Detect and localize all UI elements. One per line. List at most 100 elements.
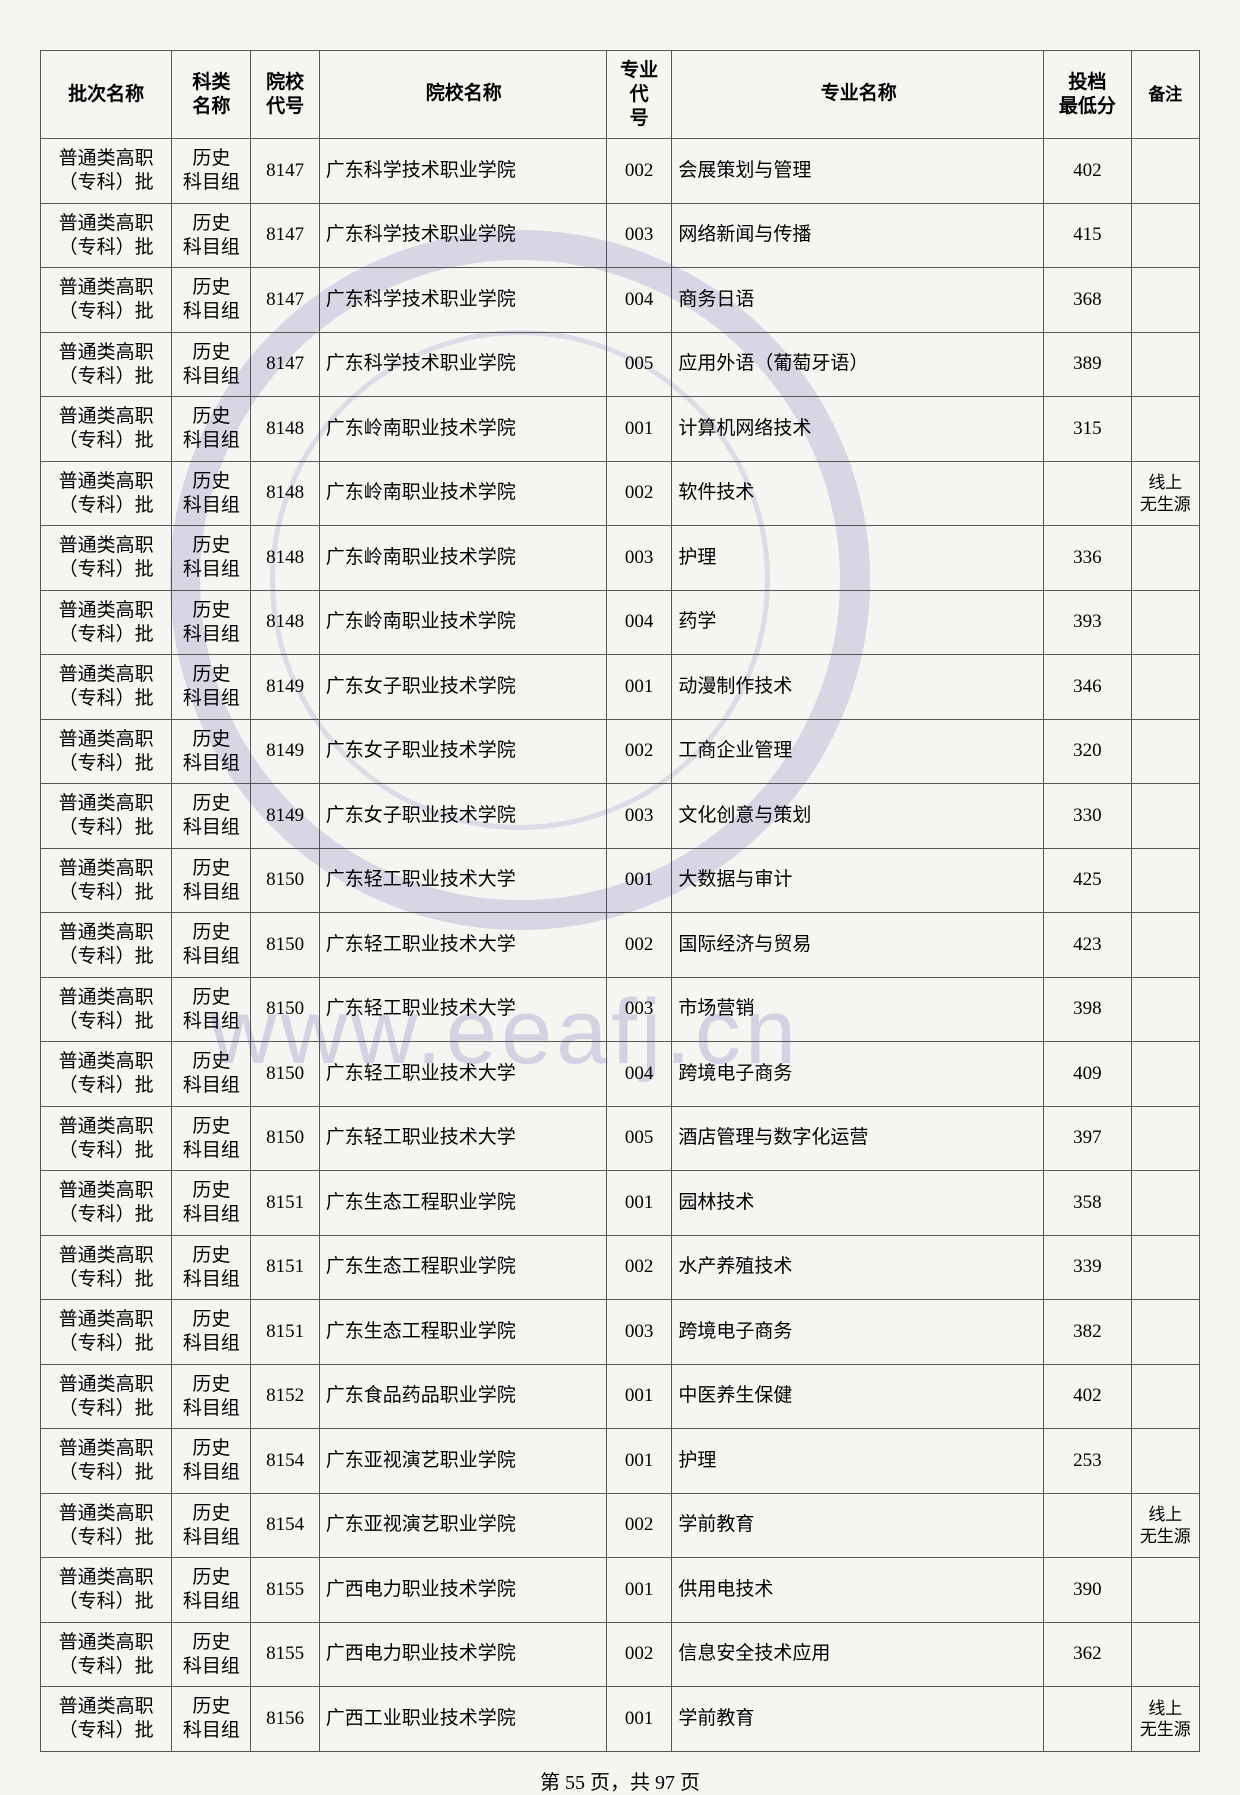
cell-batch: 普通类高职（专科）批 [41,977,172,1042]
cell-subject: 历史科目组 [172,1106,251,1171]
table-row: 普通类高职（专科）批历史科目组8154广东亚视演艺职业学院001护理253 [41,1429,1200,1494]
table-row: 普通类高职（专科）批历史科目组8147广东科学技术职业学院005应用外语（葡萄牙… [41,332,1200,397]
cell-majorcode: 001 [606,1364,672,1429]
cell-score: 397 [1044,1106,1131,1171]
cell-schoolcode: 8151 [251,1235,319,1300]
table-row: 普通类高职（专科）批历史科目组8154广东亚视演艺职业学院002学前教育线上无生… [41,1493,1200,1558]
cell-majorcode: 003 [606,203,672,268]
cell-score: 336 [1044,526,1131,591]
cell-majorname: 大数据与审计 [672,848,1044,913]
cell-schoolname: 广东女子职业技术学院 [319,719,606,784]
cell-batch: 普通类高职（专科）批 [41,1364,172,1429]
cell-majorcode: 001 [606,1558,672,1623]
cell-majorname: 商务日语 [672,268,1044,333]
cell-schoolcode: 8156 [251,1687,319,1752]
cell-subject: 历史科目组 [172,1300,251,1365]
cell-schoolname: 广东岭南职业技术学院 [319,590,606,655]
cell-subject: 历史科目组 [172,139,251,204]
cell-batch: 普通类高职（专科）批 [41,1042,172,1107]
cell-note [1131,203,1199,268]
cell-majorcode: 003 [606,526,672,591]
cell-majorname: 水产养殖技术 [672,1235,1044,1300]
cell-note [1131,1364,1199,1429]
cell-subject: 历史科目组 [172,1042,251,1107]
cell-note [1131,1622,1199,1687]
cell-majorcode: 002 [606,913,672,978]
cell-schoolname: 广东亚视演艺职业学院 [319,1493,606,1558]
cell-batch: 普通类高职（专科）批 [41,784,172,849]
cell-majorcode: 005 [606,332,672,397]
table-row: 普通类高职（专科）批历史科目组8151广东生态工程职业学院002水产养殖技术33… [41,1235,1200,1300]
cell-schoolname: 广东科学技术职业学院 [319,139,606,204]
cell-score [1044,1687,1131,1752]
table-row: 普通类高职（专科）批历史科目组8148广东岭南职业技术学院001计算机网络技术3… [41,397,1200,462]
table-row: 普通类高职（专科）批历史科目组8156广西工业职业技术学院001学前教育线上无生… [41,1687,1200,1752]
cell-schoolname: 广东轻工职业技术大学 [319,848,606,913]
cell-schoolcode: 8147 [251,203,319,268]
cell-majorcode: 002 [606,1622,672,1687]
table-row: 普通类高职（专科）批历史科目组8151广东生态工程职业学院003跨境电子商务38… [41,1300,1200,1365]
cell-schoolcode: 8147 [251,268,319,333]
cell-majorname: 国际经济与贸易 [672,913,1044,978]
cell-batch: 普通类高职（专科）批 [41,268,172,333]
cell-score: 423 [1044,913,1131,978]
cell-schoolcode: 8155 [251,1622,319,1687]
cell-majorname: 动漫制作技术 [672,655,1044,720]
cell-batch: 普通类高职（专科）批 [41,1622,172,1687]
cell-note [1131,655,1199,720]
cell-majorname: 应用外语（葡萄牙语） [672,332,1044,397]
cell-schoolcode: 8150 [251,977,319,1042]
cell-majorcode: 004 [606,1042,672,1107]
cell-schoolname: 广东轻工职业技术大学 [319,977,606,1042]
table-row: 普通类高职（专科）批历史科目组8151广东生态工程职业学院001园林技术358 [41,1171,1200,1236]
cell-majorname: 供用电技术 [672,1558,1044,1623]
cell-schoolname: 广东亚视演艺职业学院 [319,1429,606,1494]
cell-subject: 历史科目组 [172,332,251,397]
cell-score [1044,1493,1131,1558]
cell-score: 402 [1044,1364,1131,1429]
header-note: 备注 [1131,51,1199,139]
table-row: 普通类高职（专科）批历史科目组8149广东女子职业技术学院003文化创意与策划3… [41,784,1200,849]
cell-schoolname: 广东食品药品职业学院 [319,1364,606,1429]
cell-schoolcode: 8151 [251,1300,319,1365]
cell-subject: 历史科目组 [172,1171,251,1236]
header-subject: 科类名称 [172,51,251,139]
table-row: 普通类高职（专科）批历史科目组8150广东轻工职业技术大学001大数据与审计42… [41,848,1200,913]
cell-subject: 历史科目组 [172,1493,251,1558]
cell-majorname: 网络新闻与传播 [672,203,1044,268]
cell-schoolname: 广西电力职业技术学院 [319,1558,606,1623]
cell-majorname: 药学 [672,590,1044,655]
cell-majorname: 护理 [672,1429,1044,1494]
cell-note [1131,397,1199,462]
cell-subject: 历史科目组 [172,461,251,526]
cell-subject: 历史科目组 [172,719,251,784]
cell-majorcode: 001 [606,1429,672,1494]
cell-note [1131,526,1199,591]
header-row: 批次名称 科类名称 院校代号 院校名称 专业代号 专业名称 投档最低分 备注 [41,51,1200,139]
cell-note [1131,268,1199,333]
cell-note [1131,1171,1199,1236]
cell-score: 368 [1044,268,1131,333]
header-schoolname: 院校名称 [319,51,606,139]
cell-note [1131,848,1199,913]
cell-batch: 普通类高职（专科）批 [41,1235,172,1300]
cell-score: 346 [1044,655,1131,720]
cell-schoolname: 广东科学技术职业学院 [319,332,606,397]
header-majorname: 专业名称 [672,51,1044,139]
cell-schoolcode: 8150 [251,913,319,978]
cell-majorcode: 002 [606,719,672,784]
table-row: 普通类高职（专科）批历史科目组8155广西电力职业技术学院002信息安全技术应用… [41,1622,1200,1687]
cell-majorcode: 003 [606,1300,672,1365]
cell-majorcode: 001 [606,1171,672,1236]
cell-note [1131,977,1199,1042]
cell-majorname: 市场营销 [672,977,1044,1042]
table-row: 普通类高职（专科）批历史科目组8150广东轻工职业技术大学004跨境电子商务40… [41,1042,1200,1107]
cell-score: 389 [1044,332,1131,397]
cell-majorname: 中医养生保健 [672,1364,1044,1429]
cell-schoolname: 广东轻工职业技术大学 [319,1106,606,1171]
table-row: 普通类高职（专科）批历史科目组8147广东科学技术职业学院002会展策划与管理4… [41,139,1200,204]
cell-majorname: 跨境电子商务 [672,1300,1044,1365]
cell-schoolname: 广东轻工职业技术大学 [319,913,606,978]
cell-schoolname: 广东女子职业技术学院 [319,655,606,720]
table-row: 普通类高职（专科）批历史科目组8149广东女子职业技术学院002工商企业管理32… [41,719,1200,784]
